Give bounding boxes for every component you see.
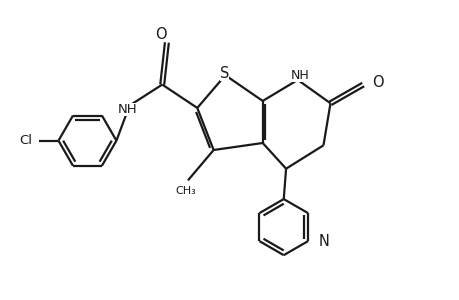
- Text: N: N: [318, 234, 329, 249]
- Text: NH: NH: [117, 103, 137, 116]
- Text: O: O: [372, 75, 383, 90]
- Text: CH₃: CH₃: [175, 186, 196, 196]
- Text: O: O: [155, 27, 167, 42]
- Text: Cl: Cl: [19, 134, 32, 147]
- Text: NH: NH: [290, 69, 308, 82]
- Text: S: S: [219, 66, 229, 81]
